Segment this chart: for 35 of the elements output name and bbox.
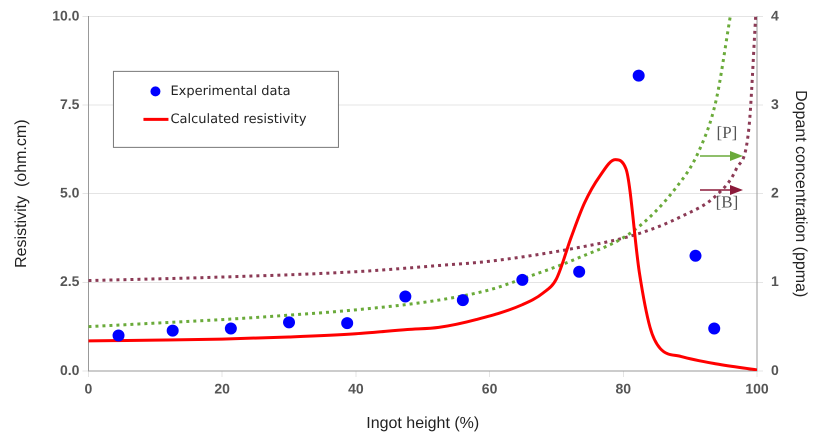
annotation: [B] — [716, 192, 738, 212]
y2-tick-label: 3 — [771, 96, 780, 112]
point — [224, 322, 237, 334]
x-tick-label: 20 — [214, 380, 230, 396]
y-axis-title: Resistivity (ohm.cm) — [13, 119, 30, 268]
annotation: [P] — [716, 122, 738, 142]
y2-tick-label: 0 — [771, 362, 780, 378]
y2-tick-label: 2 — [771, 184, 780, 201]
x-tick-label: 0 — [84, 380, 93, 396]
point — [690, 250, 702, 262]
point — [341, 317, 354, 330]
point — [632, 70, 645, 82]
point — [708, 322, 720, 334]
x-tick-label: 80 — [616, 380, 632, 396]
x-axis-title: Ingot height (%) — [366, 414, 480, 432]
legend-label: Experimental data — [170, 84, 291, 99]
y-tick-label: 0.0 — [60, 362, 80, 378]
x-tick-label: 100 — [745, 380, 769, 396]
point — [166, 324, 179, 337]
y-tick-label: 2.5 — [60, 273, 80, 290]
y-tick-label: 10.0 — [52, 7, 80, 24]
y2-tick-label: 1 — [771, 273, 780, 290]
point — [112, 330, 125, 342]
y2-tick-label: 4 — [771, 7, 780, 24]
point — [573, 266, 586, 278]
point — [399, 290, 412, 303]
point — [456, 294, 469, 306]
legend-label: Calculated resistivity — [170, 112, 307, 127]
point — [516, 274, 528, 286]
x-tick-label: 40 — [348, 380, 364, 396]
point — [283, 316, 296, 328]
y-tick-label: 5.0 — [60, 184, 80, 201]
x-tick-label: 60 — [482, 380, 498, 396]
y-tick-label: 7.5 — [60, 96, 80, 112]
y2-axis-title: Dopant concentration (ppma) — [792, 90, 809, 298]
